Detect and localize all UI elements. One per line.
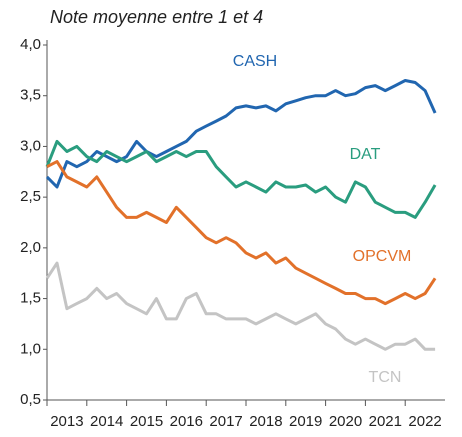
x-tick-label: 2015 <box>130 413 163 430</box>
line <box>45 139 437 219</box>
y-tick-label: 1,0 <box>20 340 41 357</box>
x-tick-label: 2022 <box>408 413 441 430</box>
x-tick-label: 2019 <box>289 413 322 430</box>
y-tick-label: 0,5 <box>20 391 41 408</box>
x-tick-label: 2021 <box>369 413 402 430</box>
y-tick-label: 3,5 <box>20 87 41 104</box>
series-label: OPCVM <box>353 248 412 265</box>
x-tick-label: 2014 <box>90 413 123 430</box>
y-tick-label: 1,5 <box>20 290 41 307</box>
x-tick-label: 2016 <box>170 413 203 430</box>
x-tick-label: 2013 <box>50 413 83 430</box>
series-label: TCN <box>369 369 402 386</box>
y-tick-label: 4,0 <box>20 36 41 53</box>
y-tick-label: 2,0 <box>20 239 41 256</box>
x-tick-label: 2017 <box>209 413 242 430</box>
x-tick-label: 2018 <box>249 413 282 430</box>
series-label: CASH <box>233 53 277 70</box>
y-tick-label: 2,5 <box>20 188 41 205</box>
x-tick-label: 2020 <box>329 413 362 430</box>
line <box>46 160 437 306</box>
chart-title: Note moyenne entre 1 et 4 <box>50 7 263 27</box>
line <box>45 261 436 351</box>
y-tick-label: 3,0 <box>20 137 41 154</box>
line <box>45 79 437 189</box>
series-label: DAT <box>350 146 381 163</box>
